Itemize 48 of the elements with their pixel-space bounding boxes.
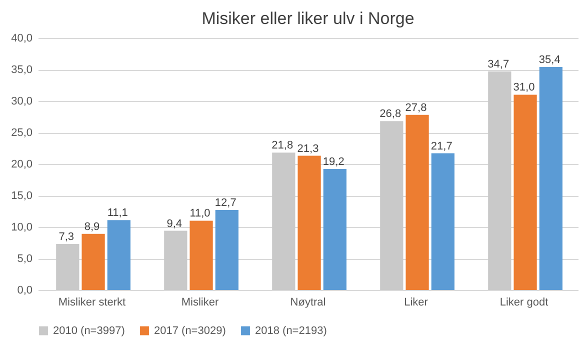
y-tick-label: 25,0 (11, 127, 32, 139)
x-tick-label: Liker godt (500, 296, 548, 308)
data-label: 9,4 (166, 218, 182, 230)
data-label: 34,7 (488, 58, 510, 70)
bar (215, 210, 238, 290)
bar (190, 220, 213, 290)
bar (406, 114, 429, 290)
bar (323, 169, 346, 290)
bar (164, 230, 188, 290)
data-label: 11,1 (107, 207, 128, 220)
y-tick-label: 35,0 (11, 64, 32, 76)
x-tick-label: Nøytral (290, 296, 326, 308)
data-label: 21,3 (297, 142, 319, 155)
bar (107, 220, 130, 290)
legend-label: 2018 (n=2193) (255, 324, 327, 337)
data-label: 8,9 (84, 220, 100, 233)
data-label: 19,2 (322, 156, 344, 168)
data-label: 11,0 (190, 208, 210, 220)
data-label: 21,7 (430, 140, 452, 152)
data-label: 26,8 (380, 108, 402, 120)
y-tick-label: 15,0 (11, 190, 32, 202)
y-tick-label: 0,0 (17, 284, 32, 296)
bar (56, 244, 80, 290)
y-tick-label: 20,0 (11, 158, 32, 170)
x-tick-label: Misliker (181, 296, 219, 308)
bar (298, 156, 321, 290)
bar (272, 152, 296, 290)
data-label: 31,0 (513, 82, 535, 94)
bar (488, 71, 512, 290)
y-tick-label: 30,0 (11, 96, 32, 108)
x-tick-label: Misliker sterkt (58, 296, 126, 308)
data-label: 21,8 (272, 140, 294, 152)
y-tick-label: 10,0 (11, 222, 32, 234)
legend-label: 2010 (n=3997) (53, 324, 125, 337)
x-tick-label: Liker (404, 296, 428, 308)
bar (431, 153, 454, 290)
bar (514, 94, 537, 290)
data-label: 12,7 (214, 196, 236, 209)
bar (82, 234, 105, 290)
bar (539, 66, 562, 290)
data-label: 27,8 (405, 102, 427, 114)
y-tick-label: 40,0 (11, 32, 32, 44)
data-label: 7,3 (58, 231, 74, 244)
data-label: 35,4 (538, 54, 560, 66)
bar (380, 121, 404, 290)
y-tick-label: 5,0 (17, 253, 32, 265)
legend-label: 2017 (n=3029) (154, 324, 226, 337)
chart-title: Misiker eller liker ulv i Norge (202, 9, 414, 28)
